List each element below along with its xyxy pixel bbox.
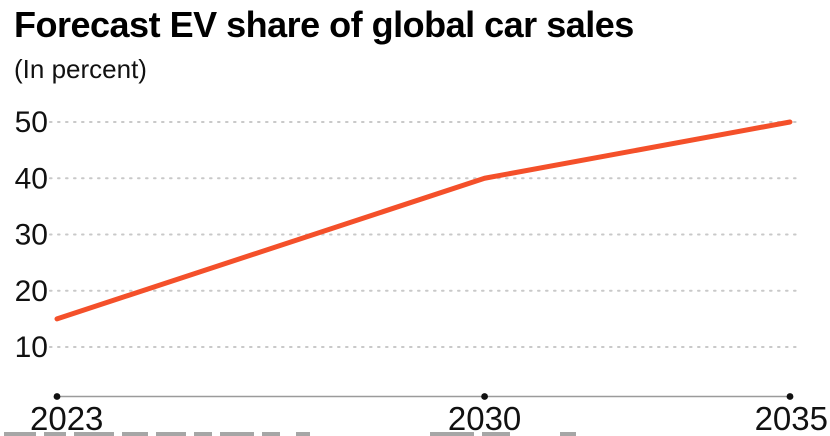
x-axis-tick-dot [53, 393, 61, 400]
data-line-ev-share [54, 119, 793, 322]
clipped-caption-remnant [4, 432, 36, 436]
y-axis-tick-label: 50 [15, 106, 48, 139]
y-axis-tick-label: 40 [15, 162, 48, 195]
clipped-caption-remnant [560, 432, 576, 436]
clipped-caption-remnant [44, 432, 66, 436]
clipped-caption-remnant [262, 432, 280, 436]
y-axis-tick-label: 20 [15, 275, 48, 308]
clipped-caption-remnant [430, 432, 474, 436]
chart-subtitle: (In percent) [14, 54, 147, 84]
x-axis-tick-label: 2023 [30, 400, 103, 436]
clipped-caption-remnant [296, 432, 310, 436]
clipped-caption-remnant [122, 432, 148, 436]
x-axis-tick-dot [481, 393, 488, 400]
clipped-caption-remnant [194, 432, 212, 436]
clipped-caption-remnant [220, 432, 254, 436]
y-axis-tick-label: 30 [15, 219, 48, 252]
x-axis-tick-label: 2035 [755, 400, 828, 436]
x-axis-tick-dot [786, 393, 794, 400]
clipped-caption-remnant [74, 432, 114, 436]
y-axis-tick-label: 10 [15, 331, 48, 364]
x-axis-tick-label: 2030 [448, 400, 521, 436]
clipped-caption-remnant [482, 432, 510, 436]
chart-title: Forecast EV share of global car sales [14, 4, 634, 45]
clipped-caption-remnant [156, 432, 186, 436]
